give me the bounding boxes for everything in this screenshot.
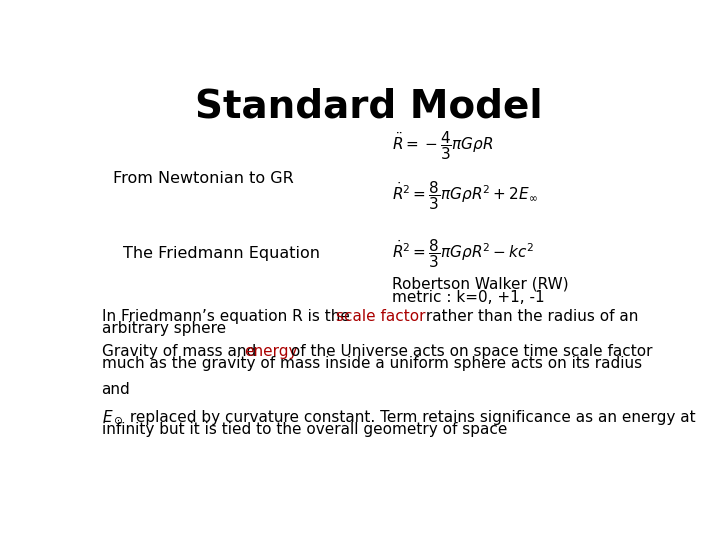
Text: infinity but it is tied to the overall geometry of space: infinity but it is tied to the overall g… — [102, 422, 507, 437]
Text: much as the gravity of mass inside a uniform sphere acts on its radius: much as the gravity of mass inside a uni… — [102, 356, 642, 371]
Text: In Friedmann’s equation R is the: In Friedmann’s equation R is the — [102, 309, 354, 324]
Text: of the Universe acts on space time scale factor: of the Universe acts on space time scale… — [287, 344, 653, 359]
Text: Gravity of mass and: Gravity of mass and — [102, 344, 261, 359]
Text: scale factor: scale factor — [336, 309, 426, 324]
Text: $\dot{R}^2 = \dfrac{8}{3}\pi G\rho R^2 + 2E_\infty$: $\dot{R}^2 = \dfrac{8}{3}\pi G\rho R^2 +… — [392, 179, 538, 212]
Text: $E_\odot$: $E_\odot$ — [102, 408, 123, 427]
Text: metric : k=0, +1, -1: metric : k=0, +1, -1 — [392, 290, 545, 305]
Text: Robertson Walker (RW): Robertson Walker (RW) — [392, 276, 569, 292]
Text: $\ddot{R} = -\dfrac{4}{3}\pi G\rho R$: $\ddot{R} = -\dfrac{4}{3}\pi G\rho R$ — [392, 129, 494, 162]
Text: energy: energy — [243, 344, 297, 359]
Text: arbitrary sphere: arbitrary sphere — [102, 321, 226, 336]
Text: $\dot{R}^2 = \dfrac{8}{3}\pi G\rho R^2 - kc^2$: $\dot{R}^2 = \dfrac{8}{3}\pi G\rho R^2 -… — [392, 237, 534, 270]
Text: replaced by curvature constant. Term retains significance as an energy at: replaced by curvature constant. Term ret… — [125, 410, 696, 425]
Text: and: and — [102, 382, 130, 397]
Text: rather than the radius of an: rather than the radius of an — [421, 309, 639, 324]
Text: Standard Model: Standard Model — [195, 88, 543, 126]
Text: The Friedmann Equation: The Friedmann Equation — [122, 246, 320, 261]
Text: From Newtonian to GR: From Newtonian to GR — [113, 171, 294, 186]
